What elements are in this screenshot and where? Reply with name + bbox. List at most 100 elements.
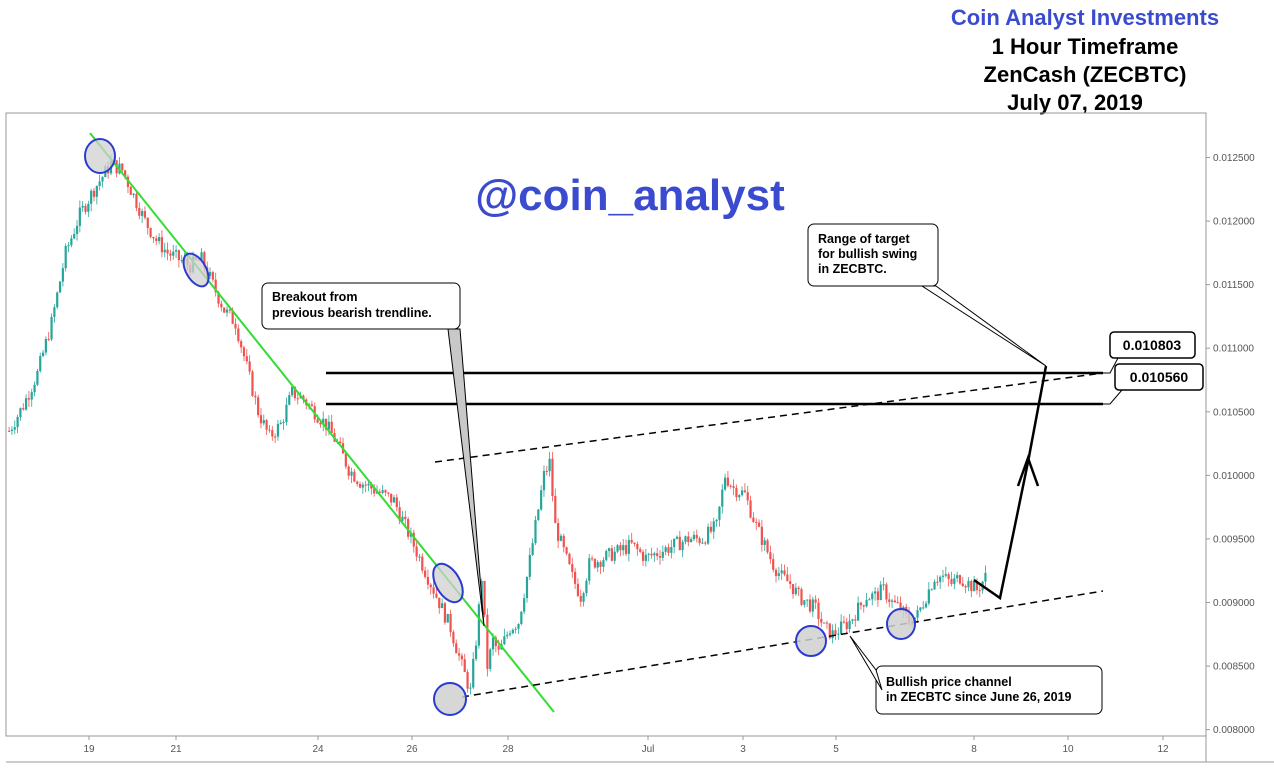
candle-body (658, 556, 662, 558)
candle-body (491, 637, 495, 650)
candle-body (726, 477, 730, 486)
x-tick-label: 21 (170, 744, 182, 755)
x-tick-label: 24 (312, 744, 324, 755)
candle-body (421, 556, 424, 571)
candle-body (525, 576, 529, 599)
candle-body (783, 570, 786, 575)
candle-body (364, 484, 367, 486)
candle-body (248, 361, 251, 372)
candle-body (327, 421, 330, 430)
candle-body (551, 458, 554, 497)
candle-body (599, 562, 602, 567)
candle-body (723, 477, 727, 490)
candle-body (687, 536, 690, 543)
candle-body (390, 493, 393, 503)
breakout-note-line-2: previous bearish trendline. (272, 306, 432, 320)
candle-body (950, 579, 953, 584)
channel-note-line-2: in ZECBTC since June 26, 2019 (886, 690, 1072, 704)
level-label-box-2 (1114, 363, 1204, 391)
candle-body (644, 554, 647, 561)
bearish-trendline (89, 132, 555, 713)
candle-body (407, 519, 410, 537)
candle-body (681, 541, 684, 551)
candle-body (825, 622, 829, 624)
candle-body (944, 574, 947, 576)
candle-body (879, 584, 882, 601)
candle-body (214, 279, 217, 293)
candle-body (503, 636, 506, 645)
touch-circle-4 (433, 682, 467, 716)
candle-body (675, 536, 679, 539)
candle-body (919, 607, 922, 611)
candle-body (854, 619, 857, 621)
candle-body (760, 526, 763, 545)
channel-lower-line (461, 590, 1104, 698)
candle-body (585, 580, 588, 594)
candle-body (200, 252, 203, 261)
candle-body (84, 205, 87, 212)
level-label-2: 0.010560 (1130, 369, 1189, 385)
candle-body (174, 250, 178, 252)
candle-body (774, 569, 778, 576)
candle-body (571, 564, 574, 572)
candle-body (367, 483, 370, 486)
candle-body (432, 587, 435, 594)
candle-body (228, 309, 231, 311)
candle-body (871, 593, 874, 600)
candle-body (593, 559, 597, 568)
candle-body (848, 620, 851, 630)
candle-body (678, 536, 681, 551)
candle-body (704, 542, 707, 544)
candle-body (947, 574, 950, 580)
candle-body (984, 572, 987, 582)
candle-body (899, 602, 902, 611)
candle-body (828, 623, 831, 639)
candle-body (865, 600, 868, 607)
candle-body (157, 237, 161, 242)
candle-body (630, 539, 633, 543)
candle-body (225, 309, 229, 313)
candle-body (415, 546, 418, 557)
candle-body (16, 416, 19, 428)
candle-body (721, 489, 724, 507)
candle-body (622, 545, 625, 551)
candle-body (339, 441, 342, 444)
candle-body (22, 408, 25, 410)
y-tick-label: 0.011500 (1213, 280, 1254, 291)
candle-body (605, 551, 608, 561)
candle-body (418, 556, 421, 558)
x-tick-label: 3 (740, 744, 746, 755)
candle-body (817, 602, 820, 619)
candle-body (964, 586, 967, 588)
candle-body (800, 589, 803, 605)
y-tick-label: 0.008500 (1213, 662, 1255, 673)
candle-body (559, 535, 563, 541)
candle-body (531, 543, 534, 555)
candle-body (548, 458, 551, 472)
candle-body (823, 622, 826, 624)
candle-body (234, 323, 237, 329)
candle-body (936, 581, 939, 583)
candle-body (930, 589, 933, 591)
candle-body (378, 491, 381, 493)
candle-body (356, 481, 359, 484)
candle-body (58, 281, 62, 293)
candle-body (574, 571, 577, 584)
candle-body (81, 205, 84, 208)
candle-body (220, 303, 223, 308)
candle-body (749, 500, 752, 518)
candle-body (302, 395, 305, 400)
candle-body (698, 538, 701, 543)
candle-body (463, 659, 466, 673)
candle-body (876, 591, 880, 601)
candle-body (387, 492, 390, 494)
candle-body (75, 225, 79, 234)
candle-body (217, 292, 220, 304)
y-tick-label: 0.009500 (1213, 534, 1255, 545)
candle-body (44, 338, 47, 353)
candle-body (647, 553, 650, 555)
candle-body (494, 637, 497, 647)
candle-body (633, 542, 636, 544)
candle-body (13, 427, 16, 430)
candle-body (87, 203, 90, 212)
